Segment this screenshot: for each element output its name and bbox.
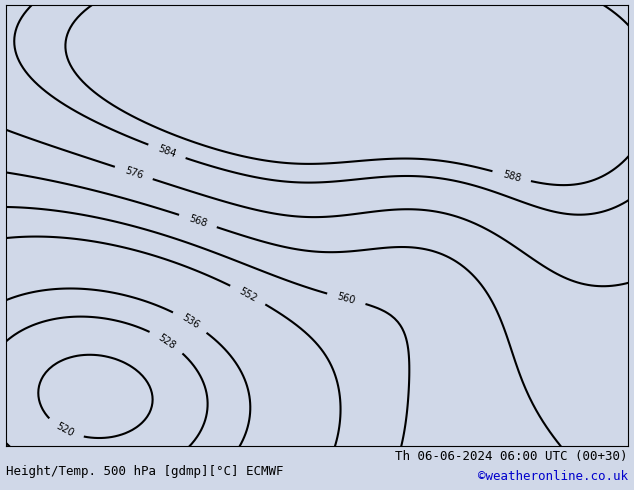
Text: 536: 536 bbox=[180, 313, 201, 331]
Text: 552: 552 bbox=[237, 286, 259, 304]
Text: 576: 576 bbox=[124, 165, 144, 181]
Text: 584: 584 bbox=[157, 144, 178, 159]
Text: Height/Temp. 500 hPa [gdmp][°C] ECMWF: Height/Temp. 500 hPa [gdmp][°C] ECMWF bbox=[6, 465, 284, 478]
Text: ©weatheronline.co.uk: ©weatheronline.co.uk bbox=[477, 469, 628, 483]
Text: 528: 528 bbox=[157, 332, 178, 351]
Text: 560: 560 bbox=[336, 292, 356, 306]
Text: 568: 568 bbox=[188, 213, 209, 229]
Text: 520: 520 bbox=[55, 421, 75, 439]
Text: 588: 588 bbox=[501, 169, 522, 184]
Text: Th 06-06-2024 06:00 UTC (00+30): Th 06-06-2024 06:00 UTC (00+30) bbox=[395, 450, 628, 463]
